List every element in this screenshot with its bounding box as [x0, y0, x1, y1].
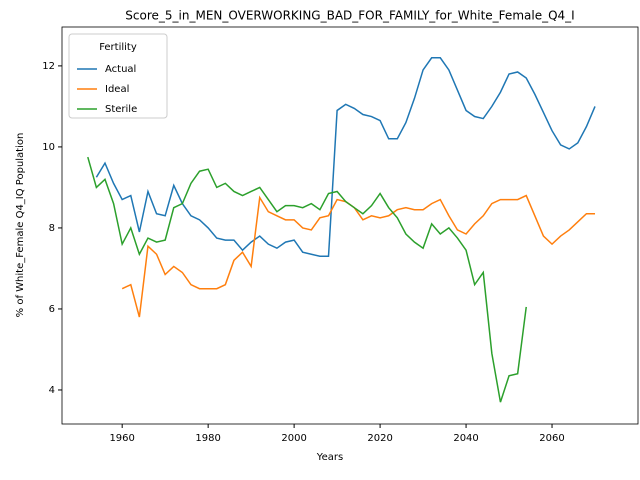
- y-tick-label: 10: [42, 142, 55, 153]
- legend-label: Ideal: [105, 84, 129, 95]
- y-tick-label: 8: [49, 223, 55, 234]
- x-tick-label: 1980: [195, 433, 220, 444]
- y-tick-label: 12: [42, 61, 55, 72]
- x-tick-label: 2020: [367, 433, 392, 444]
- x-tick-label: 2040: [453, 433, 478, 444]
- plot-frame: [61, 26, 639, 425]
- x-tick-label: 2000: [281, 433, 306, 444]
- line-series: [95, 57, 596, 258]
- y-tick-label: 4: [49, 385, 55, 396]
- x-axis-label: Years: [316, 452, 343, 463]
- legend-label: Actual: [105, 64, 136, 75]
- x-tick-label: 2060: [539, 433, 564, 444]
- legend-title: Fertility: [99, 42, 137, 53]
- x-tick-label: 1960: [109, 433, 134, 444]
- y-tick-label: 6: [49, 304, 55, 315]
- line-series: [121, 194, 596, 318]
- line-series: [87, 156, 527, 403]
- chart-title: Score_5_in_MEN_OVERWORKING_BAD_FOR_FAMIL…: [125, 9, 574, 23]
- y-axis-label: % of White_Female Q4_IQ Population: [15, 133, 26, 318]
- legend-label: Sterile: [105, 104, 137, 115]
- legend-box: [68, 33, 168, 119]
